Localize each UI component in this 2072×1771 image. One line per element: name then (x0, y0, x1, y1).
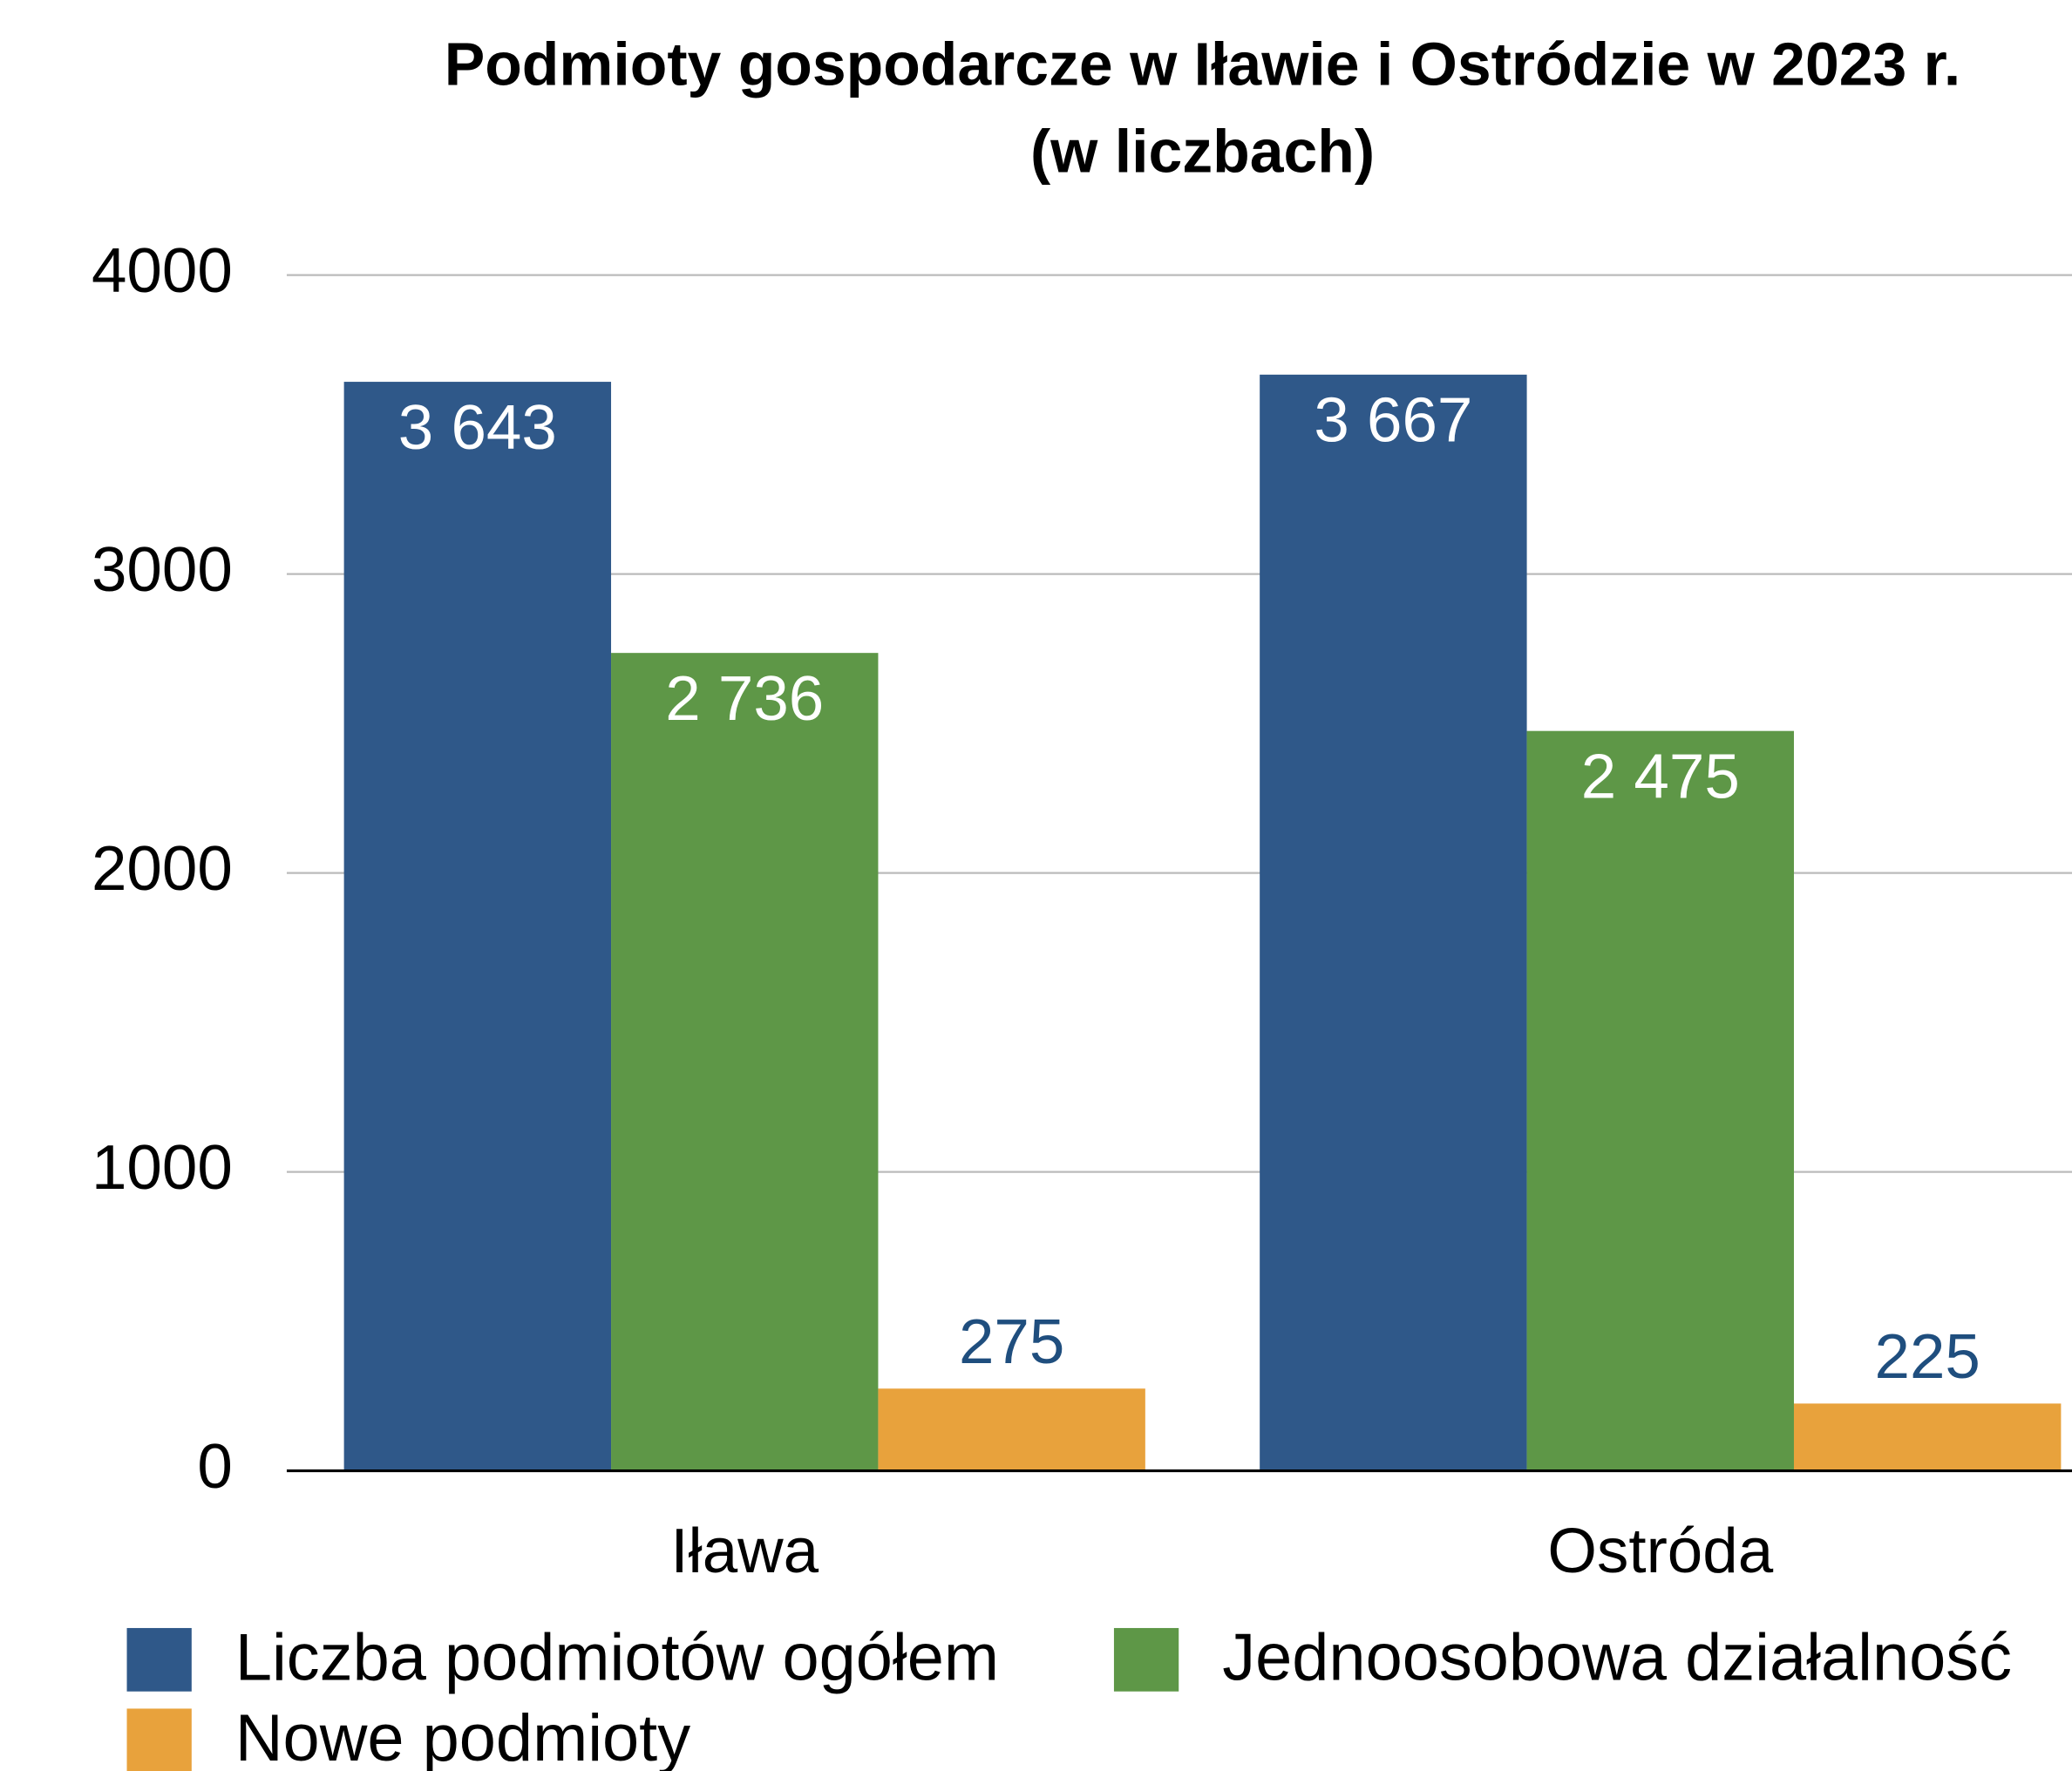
data-label: 2 475 (1581, 742, 1740, 812)
data-label: 225 (1874, 1321, 1980, 1392)
chart-subtitle: (w liczbach) (1030, 118, 1375, 186)
bar (1260, 374, 1527, 1471)
bar (343, 382, 612, 1471)
legend-swatch (126, 1708, 192, 1771)
y-tick-label: 1000 (92, 1132, 233, 1203)
y-tick-label: 4000 (92, 235, 233, 306)
legend-label: Jednoosobowa działalność (1222, 1620, 2012, 1694)
legend-label: Liczba podmiotów ogółem (235, 1620, 999, 1694)
x-tick-label: Ostróda (1547, 1516, 1773, 1586)
legend-swatch (1113, 1627, 1179, 1692)
y-tick-label: 3000 (92, 534, 233, 605)
data-label: 3 643 (398, 392, 557, 463)
data-label: 275 (959, 1306, 1064, 1377)
legend-label: Nowe podmioty (235, 1701, 690, 1771)
chart-title: Podmioty gospodarcze w Iławie i Ostródzi… (445, 31, 1961, 98)
x-tick-label: Iława (670, 1516, 819, 1586)
data-label: 2 736 (665, 663, 824, 734)
bar (1526, 730, 1794, 1471)
bar (611, 653, 879, 1471)
bar (1793, 1403, 2062, 1471)
bar (878, 1388, 1145, 1471)
data-label: 3 667 (1314, 385, 1472, 456)
legend-swatch (126, 1627, 192, 1692)
y-tick-label: 2000 (92, 833, 233, 904)
y-tick-label: 0 (197, 1431, 232, 1502)
